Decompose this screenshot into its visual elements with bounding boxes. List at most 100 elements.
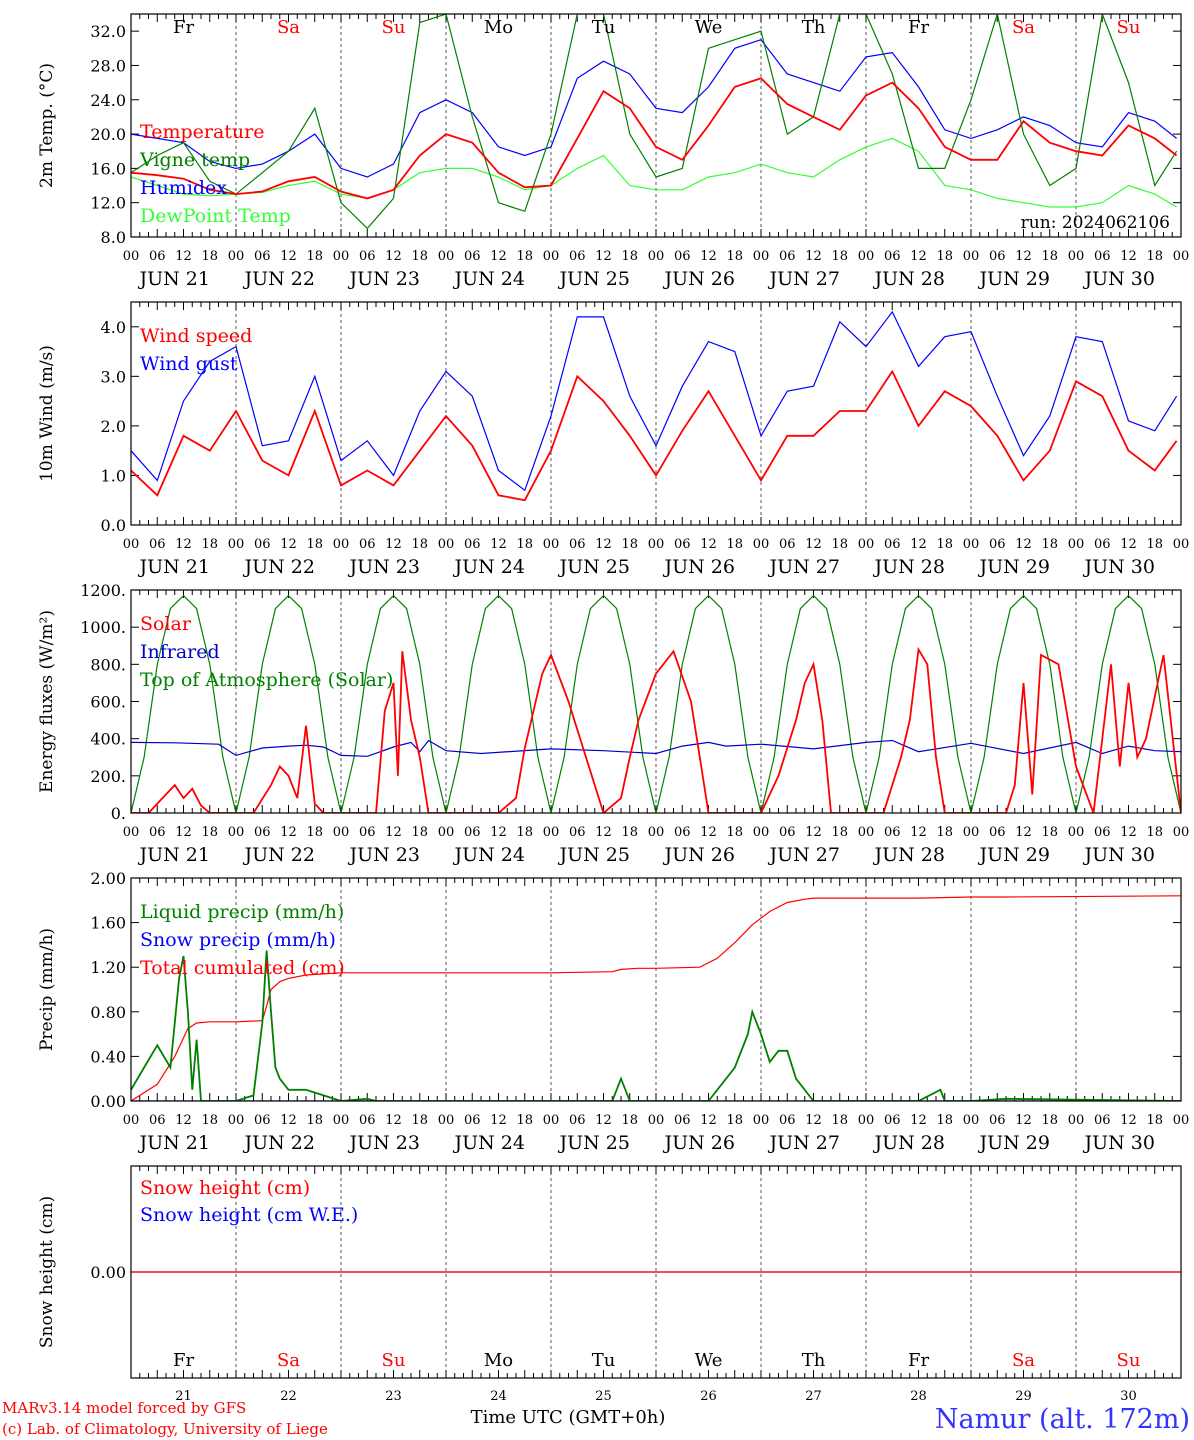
date-label: JUN 25 [558, 1132, 630, 1154]
y-tick-label: 1.60 [90, 914, 126, 933]
hour-tick-label: 06 [569, 249, 586, 264]
hour-tick-label: 00 [963, 825, 980, 840]
hour-tick-label: 00 [228, 1113, 245, 1128]
hour-tick-label: 12 [175, 537, 192, 552]
hour-tick-label: 12 [805, 1113, 822, 1128]
day-abbr: Fr [173, 1350, 194, 1371]
chart-panel: 0.00 0.40 0.80 1.20 1.60 2.00 Precip (mm/h) Liq… [37, 869, 1189, 1154]
hour-tick-label: 12 [595, 1113, 612, 1128]
hour-tick-label: 12 [1015, 537, 1032, 552]
hour-tick-label: 00 [963, 537, 980, 552]
hour-tick-label: 06 [149, 1113, 166, 1128]
hour-tick-label: 06 [1094, 1113, 1111, 1128]
date-label: JUN 29 [978, 1132, 1050, 1154]
hour-tick-label: 12 [910, 1113, 927, 1128]
date-label: JUN 29 [978, 556, 1050, 578]
hour-tick-label: 00 [123, 537, 140, 552]
hour-tick-label: 18 [306, 825, 323, 840]
hour-tick-label: 06 [1094, 825, 1111, 840]
hour-tick-label: 12 [385, 825, 402, 840]
y-tick-label: 1.0 [101, 466, 126, 485]
hour-tick-label: 18 [726, 825, 743, 840]
y-tick-label: 200. [90, 767, 126, 786]
x-axis-title: Time UTC (GMT+0h) [471, 1407, 666, 1428]
hour-tick-label: 00 [543, 249, 560, 264]
hour-tick-label: 06 [779, 1113, 796, 1128]
hour-tick-label: 00 [1068, 1113, 1085, 1128]
series-line [131, 646, 1181, 813]
hour-tick-label: 12 [910, 249, 927, 264]
date-label: JUN 30 [1083, 268, 1155, 290]
hour-tick-label: 00 [753, 825, 770, 840]
y-axis-label: Energy fluxes (W/m²) [37, 610, 57, 793]
hour-tick-label: 12 [385, 249, 402, 264]
hour-tick-label: 12 [805, 537, 822, 552]
y-tick-label: 400. [90, 730, 126, 749]
day-number: 27 [805, 1389, 822, 1404]
day-abbr: Sa [277, 17, 300, 38]
date-label: JUN 21 [138, 844, 210, 866]
day-abbr: Su [382, 17, 406, 38]
hour-tick-label: 18 [831, 249, 848, 264]
legend-entry: Top of Atmosphere (Solar) [140, 669, 393, 691]
hour-tick-label: 12 [910, 537, 927, 552]
hour-tick-label: 00 [753, 537, 770, 552]
hour-tick-label: 06 [359, 825, 376, 840]
hour-tick-label: 06 [674, 249, 691, 264]
date-label: JUN 27 [768, 268, 840, 290]
hour-tick-label: 18 [726, 1113, 743, 1128]
date-label: JUN 24 [453, 556, 525, 578]
date-label: JUN 21 [138, 1132, 210, 1154]
day-abbr: Th [802, 17, 826, 38]
y-tick-label: 0.0 [101, 516, 126, 535]
day-number: 22 [280, 1389, 297, 1404]
date-label: JUN 26 [663, 556, 735, 578]
hour-tick-label: 06 [464, 537, 481, 552]
date-label: JUN 23 [348, 268, 420, 290]
hour-tick-label: 06 [1094, 537, 1111, 552]
hour-tick-label: 12 [490, 537, 507, 552]
hour-tick-label: 00 [1068, 249, 1085, 264]
hour-tick-label: 18 [831, 1113, 848, 1128]
hour-tick-label: 00 [123, 249, 140, 264]
day-number: 28 [910, 1389, 927, 1404]
hour-tick-label: 06 [254, 825, 271, 840]
hour-tick-label: 12 [490, 1113, 507, 1128]
legend-entry: Total cumulated (cm) [140, 957, 345, 979]
y-tick-label: 1.20 [90, 958, 126, 977]
hour-tick-label: 12 [1120, 825, 1137, 840]
hour-tick-label: 00 [543, 537, 560, 552]
hour-tick-label: 18 [936, 537, 953, 552]
legend-entry: Liquid precip (mm/h) [140, 901, 344, 923]
hour-tick-label: 18 [201, 825, 218, 840]
day-abbr: Sa [1012, 1350, 1035, 1371]
hour-tick-label: 12 [805, 249, 822, 264]
hour-tick-label: 00 [648, 1113, 665, 1128]
chart-panel: 0.00 Snow height (cm) Snow height (cm) Snow… [37, 1165, 1182, 1404]
legend-entry: Snow precip (mm/h) [140, 929, 336, 951]
date-label: JUN 27 [768, 1132, 840, 1154]
day-abbr: Sa [277, 1350, 300, 1371]
hour-tick-label: 06 [569, 825, 586, 840]
series-line [131, 14, 1178, 230]
hour-tick-label: 00 [858, 825, 875, 840]
chart-panel: 8.0 12.0 16.0 20.0 24.0 28.0 32.0 2m Temp. (°C)… [37, 13, 1189, 290]
day-abbr: Th [802, 1350, 826, 1371]
date-label: JUN 29 [978, 268, 1050, 290]
day-number: 23 [385, 1389, 402, 1404]
y-tick-label: 24.0 [90, 91, 126, 110]
y-tick-label: 800. [90, 655, 126, 674]
date-label: JUN 26 [663, 844, 735, 866]
hour-tick-label: 06 [674, 537, 691, 552]
series-line [131, 137, 1177, 208]
hour-tick-label: 18 [306, 1113, 323, 1128]
hour-tick-label: 18 [936, 825, 953, 840]
hour-tick-label: 00 [333, 1113, 350, 1128]
run-annotation: run: 2024062106 [1021, 213, 1170, 233]
legend-entry: Infrared [140, 641, 220, 663]
hour-tick-label: 06 [989, 825, 1006, 840]
hour-tick-label: 18 [1041, 825, 1058, 840]
hour-tick-label: 18 [1146, 825, 1163, 840]
hour-tick-label: 12 [175, 249, 192, 264]
hour-tick-label: 12 [595, 249, 612, 264]
